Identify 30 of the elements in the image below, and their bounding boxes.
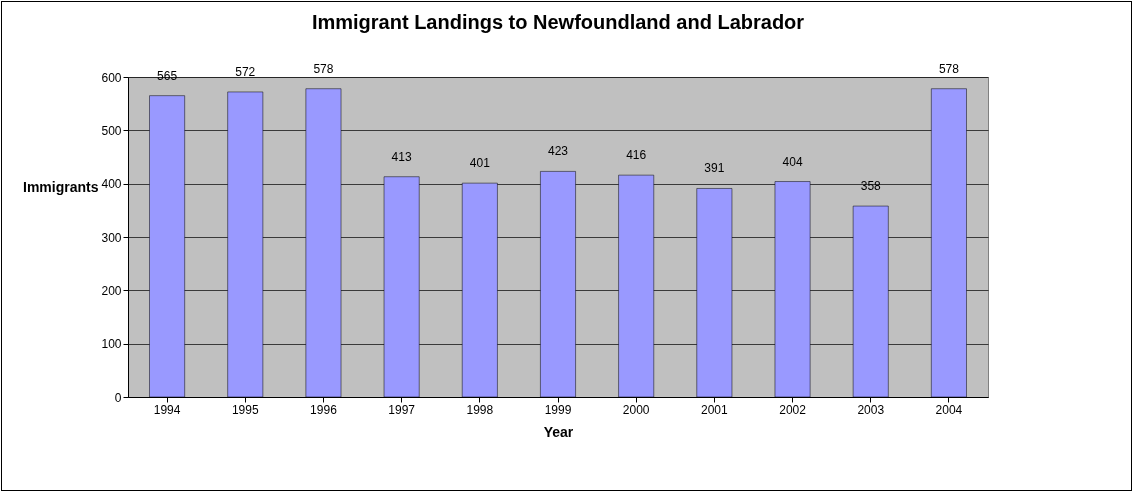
x-tick-label: 2000	[622, 402, 650, 417]
data-label: 401	[469, 156, 491, 171]
x-tick-label: 1994	[153, 402, 181, 417]
data-label: 423	[547, 144, 569, 159]
data-label: 578	[938, 61, 960, 76]
x-tick-label: 2002	[779, 402, 807, 417]
data-label: 413	[391, 149, 412, 164]
y-tick-label: 100	[101, 337, 122, 352]
data-label: 391	[704, 161, 725, 176]
y-tick-label: 300	[101, 230, 122, 245]
x-tick-label: 2004	[935, 402, 963, 417]
x-tick-label: 1996	[310, 402, 338, 417]
x-axis-title: Year	[543, 423, 574, 440]
data-label: 578	[313, 61, 334, 76]
x-tick-label: 1997	[388, 402, 416, 417]
x-tick-label: 1995	[231, 402, 259, 417]
chart-title: Immigrant Landings to Newfoundland and Labrador	[311, 10, 805, 33]
x-tick-label: 2003	[857, 402, 885, 417]
y-tick-label: 200	[101, 283, 122, 298]
data-label: 416	[626, 148, 647, 163]
data-label: 572	[235, 64, 256, 79]
y-tick-label: 600	[101, 70, 122, 85]
y-tick-label: 500	[101, 123, 122, 138]
y-axis-title: Immigrants	[23, 178, 99, 195]
y-tick-label: 400	[101, 177, 122, 192]
x-tick-label: 1999	[544, 402, 572, 417]
y-tick-label: 0	[114, 390, 122, 405]
x-tick-label: 2001	[701, 402, 729, 417]
x-tick-label: 1998	[466, 402, 494, 417]
data-label: 404	[782, 154, 803, 169]
